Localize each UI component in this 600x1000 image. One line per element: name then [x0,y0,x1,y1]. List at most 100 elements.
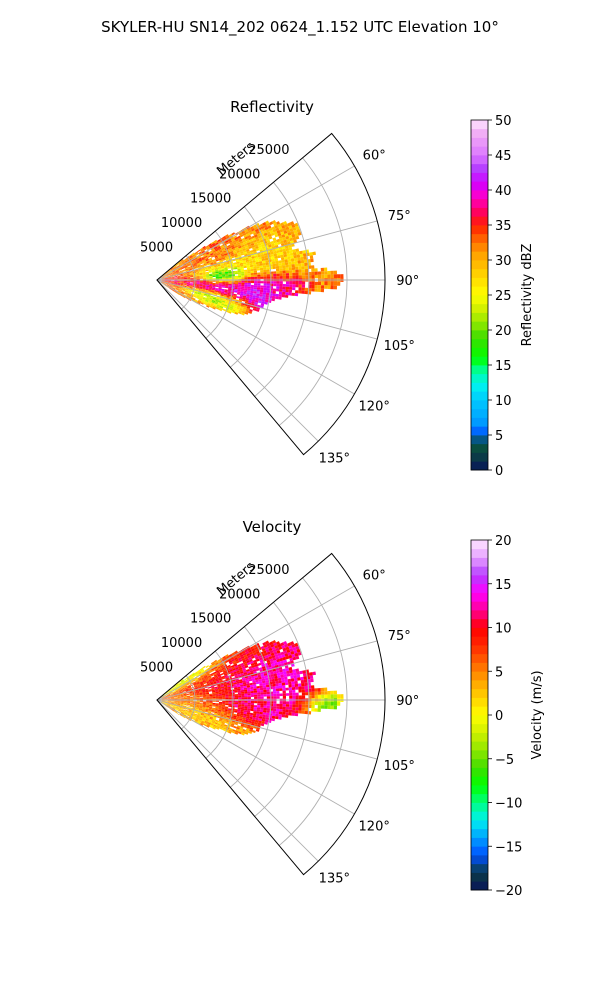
radar-gate [213,239,217,243]
radar-gate [190,701,194,702]
radar-gate [266,694,270,697]
radar-gate [174,282,178,284]
radar-gate [291,684,295,688]
radar-gate [209,282,213,285]
radar-gate [170,284,174,286]
radar-gate [199,690,203,693]
radar-gate [185,708,189,710]
radar-gate [212,251,217,255]
radar-gate [253,232,257,236]
radar-gate [211,722,215,725]
radar-gate [174,697,178,699]
radar-gate [211,291,215,293]
radar-gate [255,679,259,683]
radar-gate [193,715,197,718]
radar-gate [192,717,196,720]
radar-gate [187,266,192,269]
radar-gate [184,266,188,269]
azimuth-gridline [156,279,319,442]
radar-gate [203,294,207,297]
radar-gate [186,694,190,696]
radar-gate [314,694,318,699]
radar-gate [226,235,230,239]
radar-gate [215,662,219,666]
radar-gate [258,296,263,299]
radar-gate [220,252,224,256]
radar-gate [261,256,265,259]
velocity-title: Velocity [243,518,302,536]
radar-gate [164,696,168,698]
radar-gate [236,670,240,674]
radar-gate [324,694,328,699]
radar-gate [174,277,178,279]
radar-gate [167,694,171,696]
radar-gate [218,704,222,707]
radar-gate [320,687,325,692]
radar-gate [292,656,297,661]
radar-gate [233,241,237,245]
radar-gate [241,732,245,736]
radar-gate [208,289,212,291]
radar-gate [209,701,213,703]
radar-gate [212,273,216,275]
radar-gate [278,685,283,689]
radar-gate [211,270,216,273]
radar-gate [263,673,268,676]
radar-gate [243,683,247,687]
radar-gate [234,697,239,700]
radar-gate [177,278,181,280]
radar-gate [199,277,203,279]
radar-gate [192,679,196,682]
radar-gate [247,273,251,276]
radar-gate [258,718,262,722]
radar-gate [178,682,182,685]
radar-gate [302,670,306,674]
radar-gate [246,681,250,684]
radar-gate [223,725,227,729]
radar-gate [271,256,275,260]
radar-gate [239,249,243,253]
radar-gate [167,702,171,704]
radar-gate [220,304,224,308]
radar-gate [271,243,275,247]
radar-gate [213,304,217,308]
radar-gate [253,270,258,273]
radar-gate [194,291,199,293]
radar-gate [266,283,270,286]
radar-gate [214,291,218,294]
radar-gate [277,675,281,679]
radar-gate [257,694,261,697]
radar-gate [238,273,242,276]
radar-gate [244,691,248,694]
radar-gate [276,252,281,256]
radar-gate [180,274,184,276]
radar-gate [196,716,200,719]
radar-gate [221,721,225,725]
radar-gate [219,698,223,700]
radar-gate [273,231,278,235]
radar-gate [203,278,207,280]
radar-gate [214,292,218,295]
radar-gate [289,701,293,705]
radar-gate [248,311,253,314]
radar-gate [183,692,187,695]
radar-gate [174,696,178,698]
radar-gate [161,697,165,699]
radar-gate [252,239,257,243]
radar-gate [254,243,259,247]
radar-gate [196,282,200,284]
radar-gate [194,687,199,689]
radar-gate [255,642,260,647]
radar-gate [254,228,259,233]
radar-gate [221,706,226,708]
radar-gate [240,287,245,291]
radar-gate [235,660,240,664]
radar-gate [321,694,325,699]
radar-gate [196,274,200,276]
radar-gate [247,277,251,279]
radar-gate [237,270,241,273]
radar-gate [208,243,212,247]
radar-gate [181,680,185,684]
radar-gate [167,277,171,279]
colorbar-segment [471,653,488,663]
